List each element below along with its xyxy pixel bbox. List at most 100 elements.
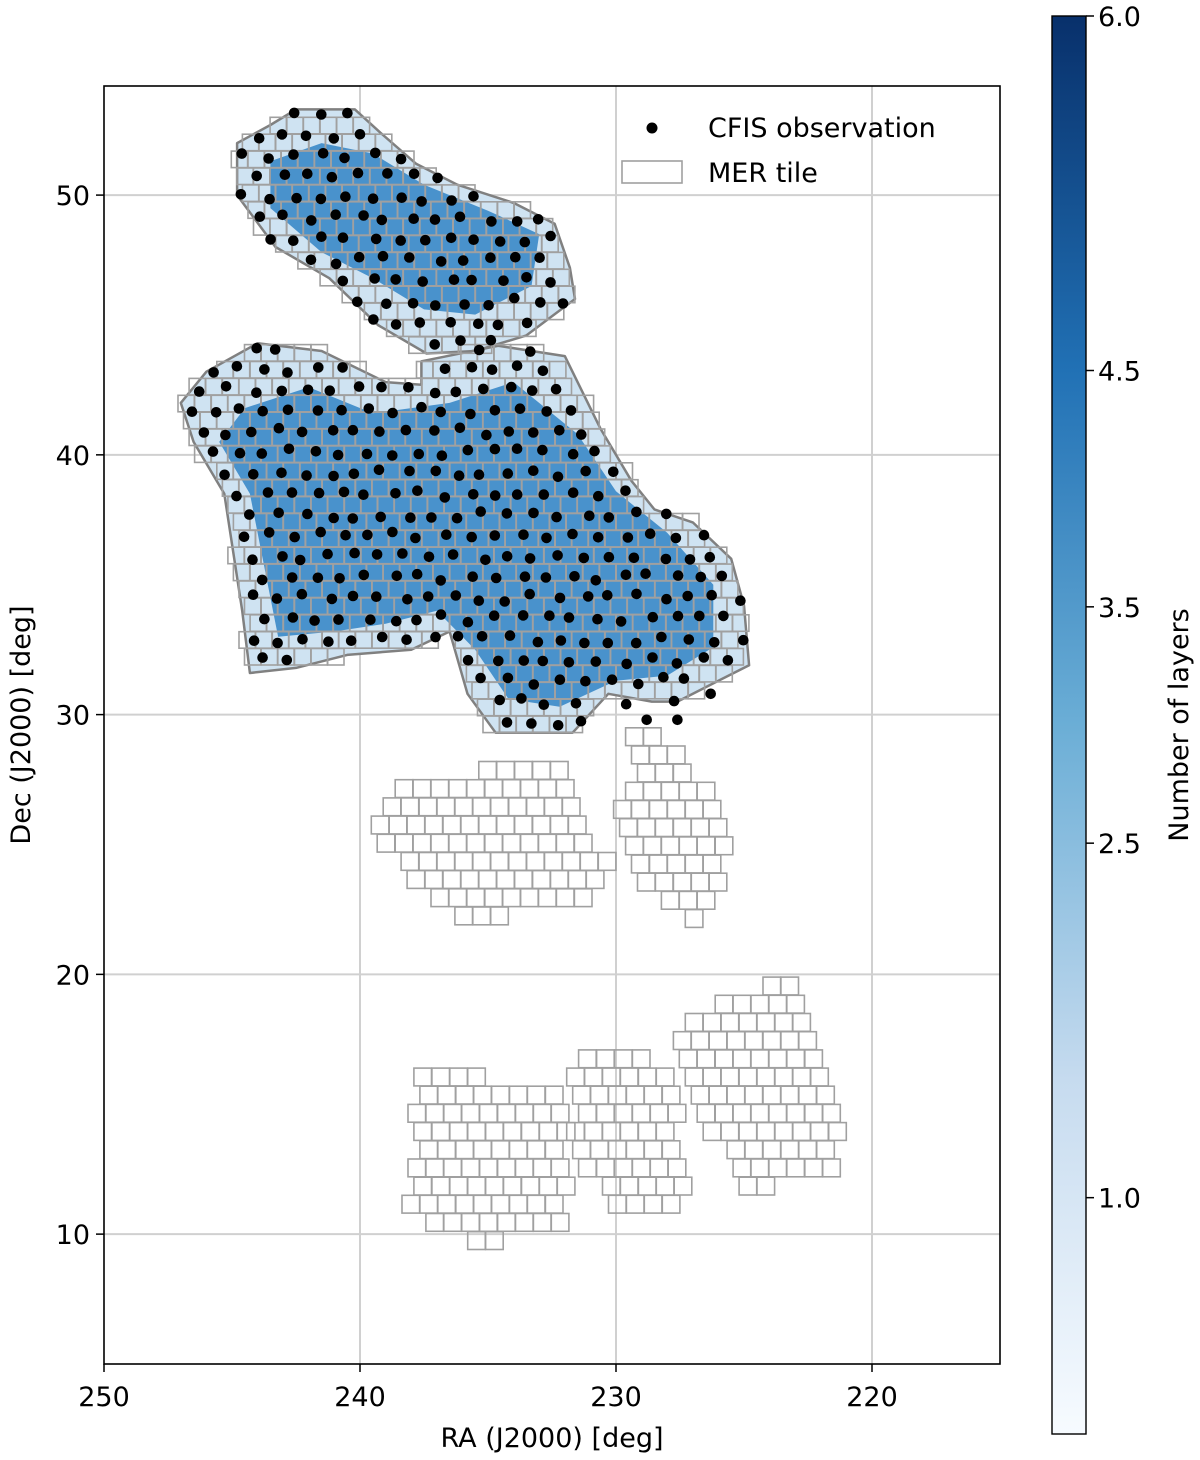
cfis-point xyxy=(219,469,230,481)
cfis-points xyxy=(186,107,749,731)
cfis-point xyxy=(248,469,259,480)
cfis-point xyxy=(540,572,552,583)
cfis-point xyxy=(499,596,511,607)
cfis-point xyxy=(306,215,317,226)
cfis-point xyxy=(273,507,285,519)
cfis-point xyxy=(435,256,447,267)
cfis-point xyxy=(526,385,538,396)
cfis-point xyxy=(502,672,514,684)
cfis-point xyxy=(452,631,464,642)
cfis-point xyxy=(563,612,575,623)
cfis-point xyxy=(403,382,414,393)
cfis-point xyxy=(336,404,347,416)
cfis-point xyxy=(337,275,349,287)
cfis-point xyxy=(283,443,295,455)
colorbar-gradient xyxy=(1052,16,1086,1434)
cfis-point xyxy=(694,610,705,622)
cfis-point xyxy=(297,634,308,645)
cfis-point xyxy=(324,385,336,397)
cfis-point xyxy=(511,360,523,372)
legend-marker-cfis xyxy=(646,122,658,134)
cfis-point xyxy=(509,292,520,304)
cfis-point xyxy=(326,593,338,605)
cfis-point xyxy=(493,655,504,667)
cfis-point xyxy=(338,486,350,498)
cfis-point xyxy=(575,715,587,727)
colorbar-tick-label: 6.0 xyxy=(1098,2,1141,33)
cfis-point xyxy=(501,508,513,519)
cfis-point xyxy=(501,551,513,562)
x-axis-label: RA (J2000) [deg] xyxy=(440,1423,663,1454)
cfis-point xyxy=(537,444,548,456)
cfis-point xyxy=(658,671,669,683)
cfis-point xyxy=(722,655,734,666)
cfis-point xyxy=(401,634,412,645)
cfis-point xyxy=(288,107,300,119)
cfis-point xyxy=(538,489,550,500)
cfis-point xyxy=(330,209,342,220)
cfis-point xyxy=(347,590,359,602)
cfis-point xyxy=(269,344,281,355)
cfis-point xyxy=(554,592,566,604)
mer-tile xyxy=(243,343,262,362)
cfis-point xyxy=(640,568,651,579)
cfis-point xyxy=(541,532,552,544)
cfis-point xyxy=(429,387,441,399)
cfis-point xyxy=(485,334,497,346)
cfis-point xyxy=(570,698,582,709)
cfis-point xyxy=(387,407,398,419)
cfis-point xyxy=(339,152,350,164)
cfis-point xyxy=(257,405,269,417)
mer-tile xyxy=(407,1158,427,1178)
cfis-point xyxy=(345,635,357,646)
y-tick-label: 10 xyxy=(56,1220,90,1251)
cfis-point xyxy=(445,232,457,244)
cfis-point xyxy=(253,133,265,144)
cfis-point xyxy=(429,339,441,350)
cfis-point xyxy=(476,631,488,642)
cfis-point xyxy=(420,234,431,246)
colorbar-tick-label: 1.0 xyxy=(1098,1184,1141,1215)
cfis-point xyxy=(374,426,385,437)
cfis-point xyxy=(525,346,536,357)
cfis-point xyxy=(683,634,695,645)
cfis-point xyxy=(672,570,684,581)
cfis-point xyxy=(376,381,387,393)
cfis-point xyxy=(518,529,529,540)
cfis-point xyxy=(408,168,420,180)
cfis-point xyxy=(256,574,268,586)
cfis-point xyxy=(247,589,259,600)
cfis-point xyxy=(375,511,387,523)
cfis-point xyxy=(473,344,485,356)
cfis-point xyxy=(486,216,497,227)
mer-tile xyxy=(382,797,402,817)
cfis-point xyxy=(414,317,426,328)
cfis-point xyxy=(466,361,478,373)
cfis-point xyxy=(589,445,600,457)
x-tick-label: 240 xyxy=(334,1382,386,1413)
cfis-point xyxy=(576,429,587,440)
cfis-point xyxy=(391,615,402,627)
cfis-point xyxy=(387,526,398,538)
cfis-point xyxy=(430,631,441,643)
cfis-point xyxy=(486,364,498,376)
cfis-point xyxy=(704,551,716,563)
cfis-point xyxy=(511,489,523,500)
cfis-point xyxy=(316,109,327,120)
cfis-point xyxy=(584,510,595,522)
cfis-point xyxy=(526,718,537,729)
cfis-point xyxy=(551,511,562,523)
cfis-point xyxy=(400,424,412,436)
cfis-point xyxy=(254,211,266,222)
cfis-point xyxy=(302,168,313,180)
cfis-point xyxy=(294,554,306,566)
cfis-point xyxy=(465,408,476,420)
cfis-point xyxy=(672,610,684,622)
x-tick-label: 220 xyxy=(846,1382,898,1413)
cfis-point xyxy=(381,298,392,310)
cfis-point xyxy=(251,170,262,182)
cfis-point xyxy=(391,570,403,582)
cfis-point xyxy=(235,189,247,200)
cfis-point xyxy=(603,512,615,523)
cfis-point xyxy=(557,298,569,309)
